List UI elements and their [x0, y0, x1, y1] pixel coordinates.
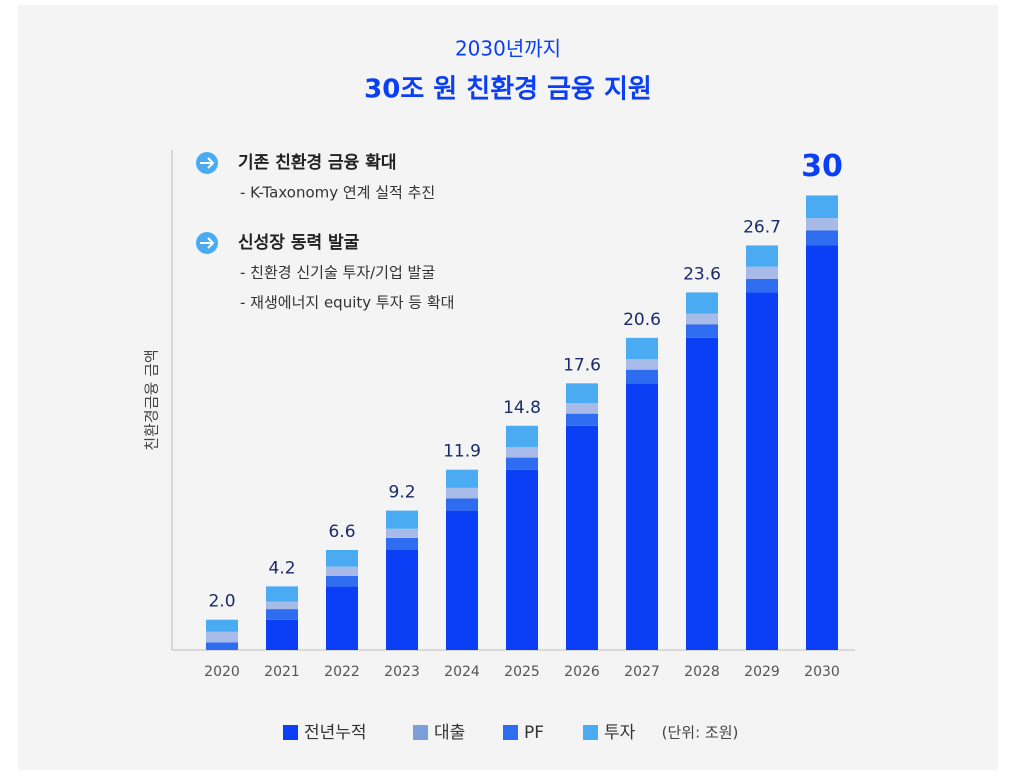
- total-label: 2.0: [208, 592, 235, 612]
- annotation-line: - 친환경 신기술 투자/기업 발굴: [240, 264, 435, 282]
- legend-swatch: [283, 725, 298, 740]
- x-tick-label: 2027: [624, 664, 660, 680]
- bar-segment: [806, 218, 838, 231]
- bar-segment: [506, 457, 538, 470]
- bar-segment: [686, 313, 718, 325]
- total-label: 9.2: [388, 483, 415, 503]
- legend-swatch: [413, 725, 428, 740]
- total-label: 30: [801, 149, 843, 184]
- total-label: 20.6: [623, 310, 661, 330]
- legend-label: 전년누적: [304, 723, 367, 743]
- annotation-heading: 신성장 동력 발굴: [238, 233, 360, 253]
- bar-segment: [326, 575, 358, 587]
- bar-segment: [806, 230, 838, 246]
- annotation-line: - K-Taxonomy 연계 실적 추진: [240, 184, 435, 202]
- bar-segment: [506, 446, 538, 458]
- total-label: 26.7: [743, 217, 781, 237]
- x-tick-label: 2029: [744, 664, 780, 680]
- bar-segment: [326, 566, 358, 576]
- annotation-heading: 기존 친환경 금융 확대: [238, 153, 397, 173]
- bar-segment: [686, 324, 718, 338]
- legend-swatch: [503, 725, 518, 740]
- bar-segment: [206, 631, 238, 643]
- bar-segment: [386, 510, 418, 529]
- bar-segment: [626, 359, 658, 370]
- chart-subtitle: 30조 원 친환경 금융 지원: [364, 75, 652, 105]
- bar-segment: [266, 619, 298, 650]
- bar-segment: [206, 642, 238, 650]
- bar-segment: [806, 245, 838, 651]
- bar-segment: [746, 292, 778, 650]
- bar-segment: [446, 498, 478, 511]
- bar-segment: [206, 619, 238, 632]
- bar-segment: [566, 383, 598, 404]
- bar-segment: [806, 195, 838, 219]
- background: [18, 5, 998, 770]
- bar-segment: [686, 292, 718, 314]
- total-label: 11.9: [443, 442, 481, 462]
- legend-label: 투자: [604, 723, 636, 743]
- legend-label: 대출: [434, 723, 465, 743]
- total-label: 14.8: [503, 398, 541, 418]
- bar-segment: [746, 245, 778, 267]
- x-tick-label: 2026: [564, 664, 600, 680]
- bar-segment: [266, 586, 298, 602]
- bar-segment: [506, 425, 538, 447]
- x-tick-label: 2030: [804, 664, 840, 680]
- bar-segment: [626, 369, 658, 384]
- bar-segment: [446, 487, 478, 499]
- x-tick-label: 2025: [504, 664, 540, 680]
- legend-label: PF: [524, 723, 544, 743]
- bar-segment: [566, 413, 598, 426]
- x-tick-label: 2023: [384, 664, 420, 680]
- bar-segment: [506, 469, 538, 650]
- unit-note: (단위: 조원): [662, 724, 739, 742]
- x-tick-label: 2020: [204, 664, 240, 680]
- bar-segment: [626, 383, 658, 650]
- bar-segment: [746, 278, 778, 293]
- total-label: 4.2: [268, 558, 295, 578]
- annotation-line: - 재생에너지 equity 투자 등 확대: [240, 294, 454, 312]
- y-axis-label: 친환경금융 금액: [143, 349, 161, 450]
- bar-segment: [386, 550, 418, 650]
- bar-segment: [626, 337, 658, 360]
- bar-segment: [326, 550, 358, 567]
- x-tick-label: 2024: [444, 664, 480, 680]
- bar-segment: [746, 266, 778, 279]
- bar-segment: [386, 528, 418, 538]
- bar-segment: [446, 510, 478, 650]
- bar-segment: [326, 586, 358, 650]
- bullet-arrow: [200, 237, 215, 249]
- bar-segment: [566, 425, 598, 650]
- total-label: 17.6: [563, 355, 601, 375]
- bar-segment: [266, 601, 298, 610]
- total-label: 6.6: [328, 522, 355, 542]
- x-tick-label: 2021: [264, 664, 300, 680]
- legend-swatch: [583, 725, 598, 740]
- total-label: 23.6: [683, 264, 721, 284]
- bar-segment: [386, 537, 418, 550]
- bullet-arrow: [200, 157, 215, 169]
- bar-segment: [566, 403, 598, 414]
- x-tick-label: 2022: [324, 664, 360, 680]
- x-tick-label: 2028: [684, 664, 720, 680]
- bar-segment: [686, 337, 718, 650]
- bar-segment: [446, 469, 478, 488]
- bar-segment: [266, 609, 298, 620]
- chart-title: 2030년까지: [455, 37, 561, 61]
